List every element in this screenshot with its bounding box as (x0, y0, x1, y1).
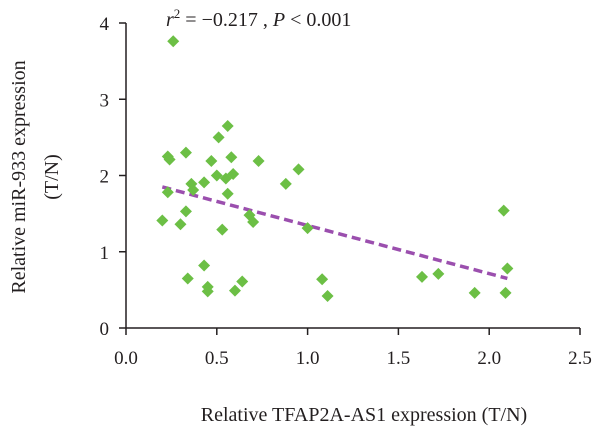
data-point (225, 151, 238, 164)
x-tick-label: 0.0 (114, 348, 138, 369)
y-axis-title-line2: (T/N) (41, 154, 63, 200)
data-points (156, 35, 514, 302)
correlation-annotation: r2 = −0.217 , P < 0.001 (166, 6, 351, 31)
x-tick-label: 2.5 (568, 348, 592, 369)
y-tick-label: 2 (100, 167, 110, 188)
data-point (221, 187, 234, 200)
data-point (316, 273, 329, 286)
data-point (181, 272, 194, 285)
data-point (292, 163, 305, 176)
y-tick-label: 4 (100, 14, 110, 35)
data-point (228, 284, 241, 297)
y-axis-title-line1: Relative miR-933 expression (8, 60, 30, 293)
x-axis-ticks: 0.0 0.5 1.0 1.5 2.0 2.5 (114, 328, 592, 369)
data-point (205, 155, 218, 168)
data-point (321, 289, 334, 302)
data-point (198, 259, 211, 272)
data-point (227, 167, 240, 180)
data-point (167, 35, 180, 48)
data-point (212, 131, 225, 144)
x-tick-label: 1.0 (296, 348, 320, 369)
x-tick-label: 1.5 (387, 348, 411, 369)
trendline-layer (161, 185, 508, 281)
data-point (236, 275, 249, 288)
data-point (163, 153, 176, 166)
data-point (161, 186, 174, 199)
data-point (499, 286, 512, 299)
data-point (468, 286, 481, 299)
r-value: = −0.217 , (180, 9, 273, 31)
data-point (301, 222, 314, 235)
x-axis-title: Relative TFAP2A-AS1 expression (T/N) (201, 404, 527, 426)
data-point (247, 216, 260, 229)
data-point (497, 204, 510, 217)
x-tick-label: 2.0 (477, 348, 501, 369)
data-point (216, 223, 229, 236)
trendline (161, 185, 508, 281)
data-point (221, 119, 234, 132)
data-point (156, 214, 169, 227)
data-point (416, 270, 429, 283)
y-axis-title: Relative miR-933 expression (T/N) (8, 60, 63, 293)
r-symbol: r (166, 9, 174, 31)
data-point (174, 218, 187, 231)
p-value: < 0.001 (285, 9, 351, 31)
data-point (198, 176, 211, 189)
data-point (179, 146, 192, 159)
r-exponent: 2 (174, 6, 181, 21)
data-point (210, 169, 223, 182)
data-point (279, 177, 292, 190)
data-point (201, 285, 214, 298)
p-symbol: P (272, 9, 285, 31)
y-tick-label: 3 (100, 90, 110, 111)
y-tick-label: 1 (100, 243, 110, 264)
y-tick-label: 0 (100, 319, 110, 340)
y-axis-ticks: 0 1 2 3 4 (100, 14, 126, 340)
data-point (252, 155, 265, 168)
data-point (187, 183, 200, 196)
data-point (179, 205, 192, 218)
data-point (432, 267, 445, 280)
x-tick-label: 0.5 (205, 348, 229, 369)
data-point (501, 262, 514, 275)
